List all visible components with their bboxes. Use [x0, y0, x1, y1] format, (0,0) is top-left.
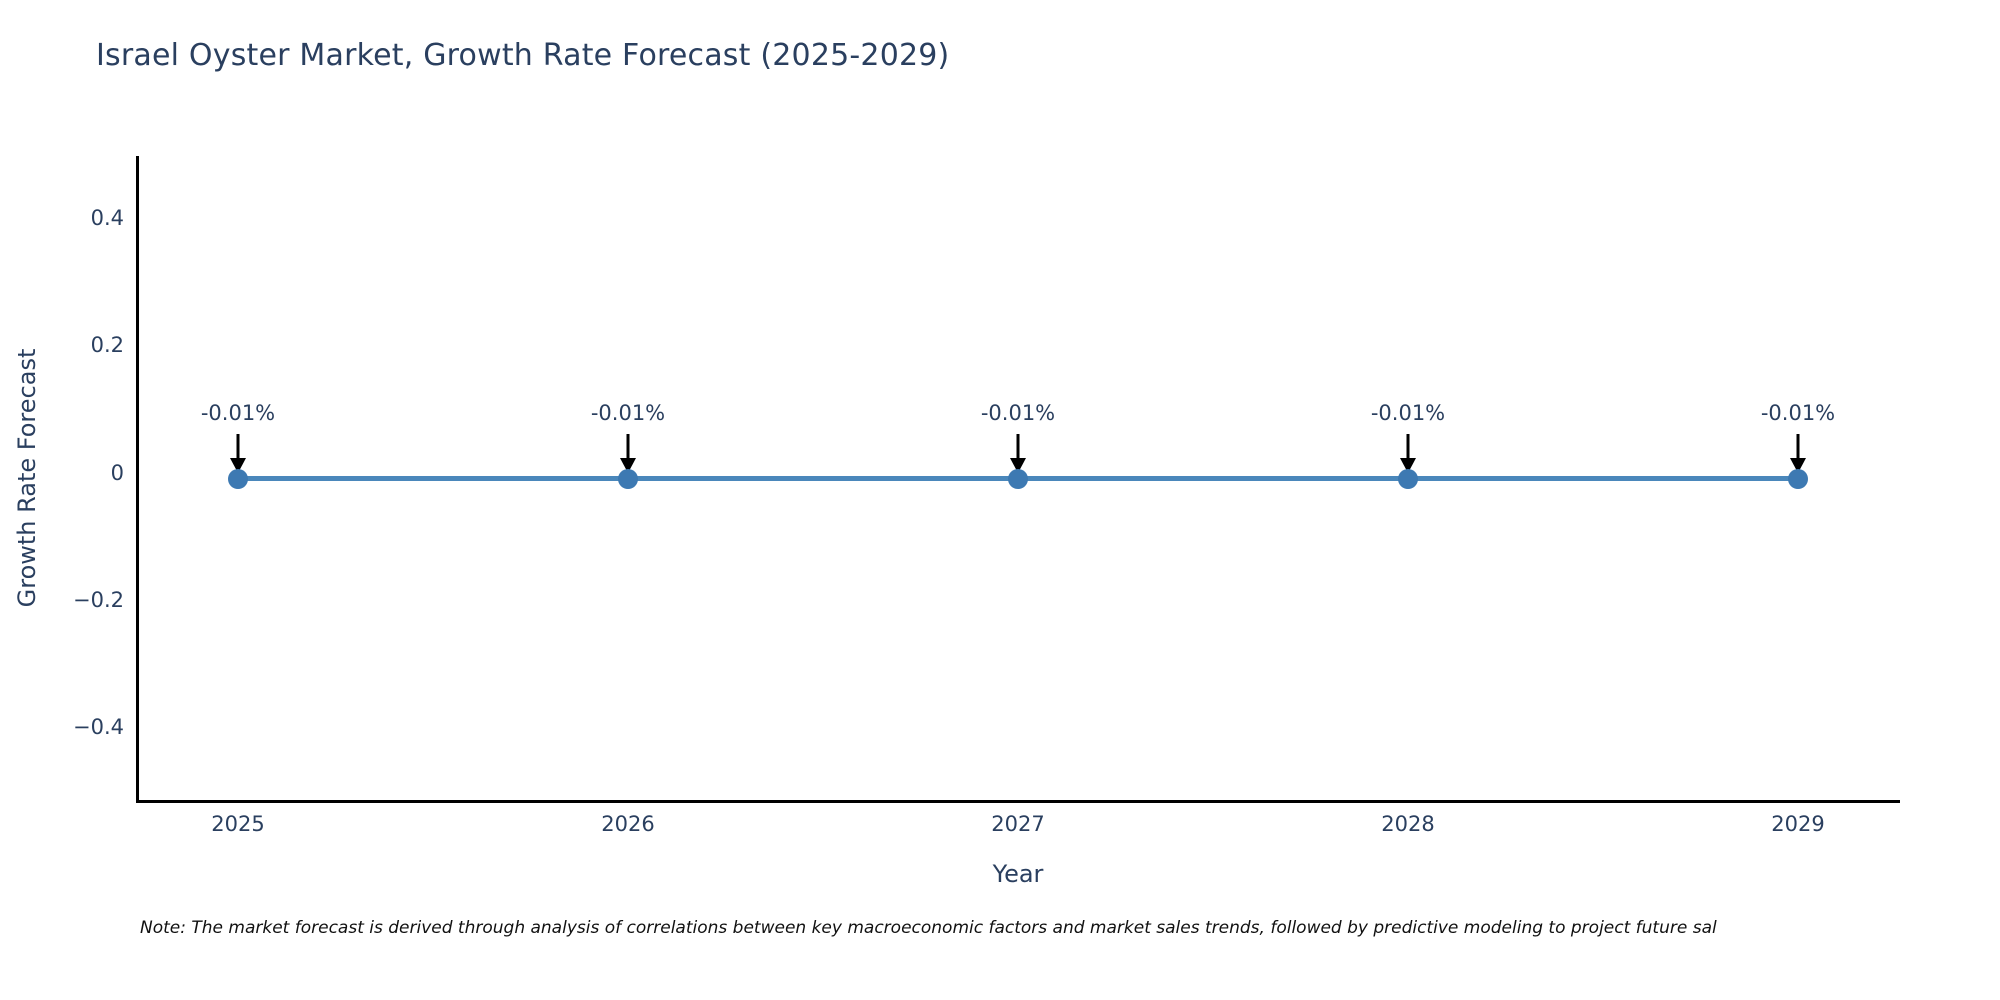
x-tick-label: 2027 [991, 812, 1045, 836]
x-tick-label: 2026 [601, 812, 655, 836]
x-axis-line [136, 800, 1900, 803]
data-point-marker [618, 468, 638, 489]
annotation-label: -0.01% [1370, 400, 1446, 425]
annotation-arrow-stem [1406, 433, 1410, 458]
chart-title: Israel Oyster Market, Growth Rate Foreca… [96, 38, 950, 73]
y-axis-line [136, 156, 139, 803]
annotation-label: -0.01% [200, 400, 276, 425]
y-tick-label: 0 [110, 460, 124, 485]
y-tick-label: −0.4 [73, 715, 124, 739]
y-tick-label: −0.2 [73, 587, 124, 612]
annotation-label: -0.01% [1760, 400, 1836, 425]
x-tick-label: 2029 [1771, 812, 1825, 836]
data-point-marker [228, 468, 248, 489]
data-point-marker [1008, 468, 1028, 489]
data-point-marker [1788, 468, 1808, 489]
x-tick-label: 2028 [1381, 812, 1435, 836]
x-tick-label: 2025 [211, 812, 265, 836]
annotation-label: -0.01% [980, 400, 1056, 425]
annotation-arrow-stem [1016, 433, 1020, 458]
annotation-arrow-stem [236, 433, 240, 458]
x-axis-title: Year [992, 860, 1044, 888]
y-tick-label: 0.4 [90, 206, 124, 230]
annotation-label: -0.01% [590, 400, 666, 425]
y-tick-label: 0.2 [90, 333, 124, 358]
footnote: Note: The market forecast is derived thr… [140, 918, 1717, 938]
data-point-marker [1398, 468, 1418, 489]
annotation-arrow-stem [1796, 433, 1800, 458]
annotation-arrow-stem [626, 433, 630, 458]
